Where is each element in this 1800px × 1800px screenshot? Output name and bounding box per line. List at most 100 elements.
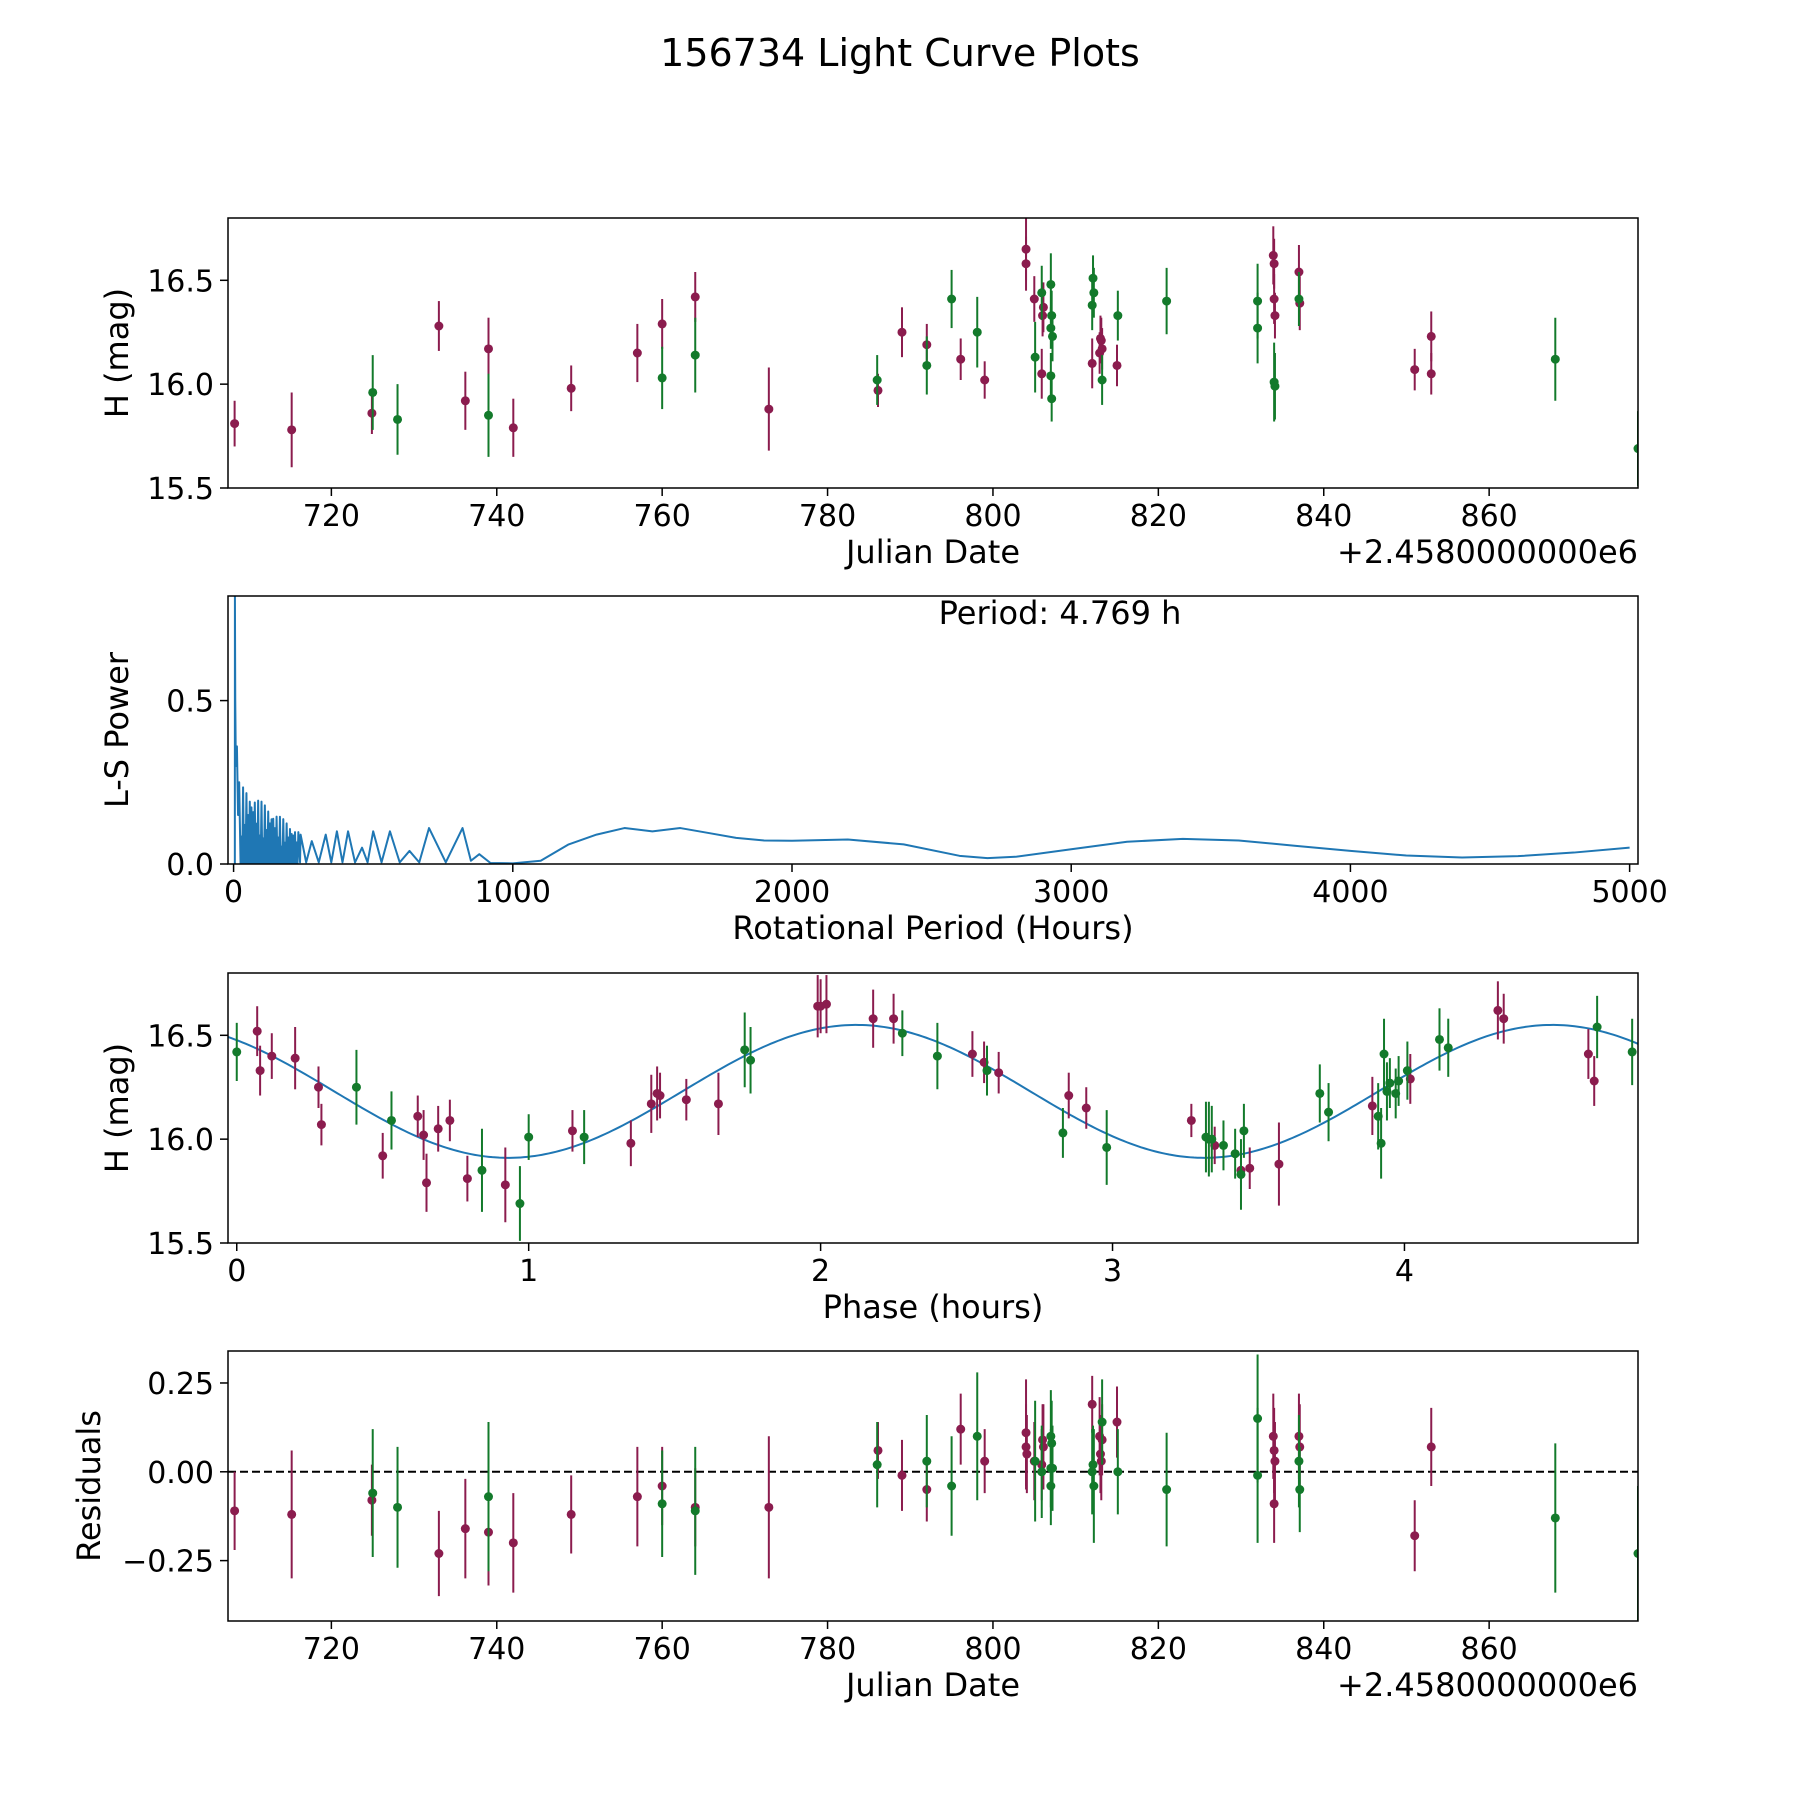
data-point [922, 360, 932, 370]
data-point [1038, 302, 1048, 312]
panel-4-plot-area [228, 1354, 1638, 1621]
data-point [1087, 1399, 1097, 1409]
data-point [1253, 1470, 1263, 1480]
data-point [1064, 1091, 1074, 1101]
x-tick-label: 780 [799, 499, 856, 534]
y-tick-label: 16.0 [147, 1123, 214, 1158]
data-point [1029, 294, 1039, 304]
data-point [967, 1049, 977, 1059]
data-point [1633, 444, 1638, 454]
data-point [230, 419, 240, 429]
y-tick-label: 16.5 [147, 264, 214, 299]
data-point [232, 1047, 242, 1057]
panel-3-plot-area [228, 975, 1638, 1241]
data-point [1030, 1456, 1040, 1466]
data-point [1081, 1103, 1091, 1113]
axes-frame [227, 1350, 1639, 1622]
data-point [1030, 352, 1040, 362]
data-point [316, 1120, 326, 1130]
data-point [1021, 259, 1031, 269]
data-point [746, 1055, 756, 1065]
data-point [972, 327, 982, 337]
data-point [980, 1456, 990, 1466]
data-point [1402, 1066, 1412, 1076]
data-point [681, 1095, 691, 1105]
data-point [515, 1199, 525, 1209]
data-point [1379, 1049, 1389, 1059]
data-point [1426, 369, 1436, 379]
data-point [1376, 1138, 1386, 1148]
data-point [1589, 1076, 1599, 1086]
figure-title: 156734 Light Curve Plots [660, 31, 1140, 75]
x-tick-label: 0 [224, 875, 243, 910]
data-point [1102, 1142, 1112, 1152]
data-point [872, 1460, 882, 1470]
data-point [655, 1091, 665, 1101]
data-point [982, 1066, 992, 1076]
data-point [1245, 1163, 1255, 1173]
x-tick-label: 780 [799, 1632, 856, 1667]
data-point [1295, 1485, 1305, 1495]
data-point [657, 319, 667, 329]
data-point [1046, 279, 1056, 289]
data-point [1270, 1456, 1280, 1466]
data-point [1097, 344, 1107, 354]
x-tick-label: 720 [303, 499, 360, 534]
data-point [287, 1509, 297, 1519]
data-point [713, 1099, 723, 1109]
panels-container: 720 740 760 780 800 820 840 860 15.5 16.0 16.5 Juli… [70, 217, 1668, 1704]
y-axis-label: L-S Power [98, 651, 136, 808]
data-point [1236, 1169, 1246, 1179]
axes-frame [227, 595, 1639, 865]
x-tick-label: 760 [634, 499, 691, 534]
data-point [1207, 1134, 1217, 1144]
data-point [956, 354, 966, 364]
x-tick-label: 840 [1295, 499, 1352, 534]
data-point [1037, 1467, 1047, 1477]
data-point [1087, 358, 1097, 368]
data-point [290, 1053, 300, 1063]
data-point [632, 1492, 642, 1502]
data-point [947, 294, 957, 304]
panel-1-plot-area [230, 218, 1638, 486]
data-point [889, 1014, 899, 1024]
data-point [433, 1124, 443, 1134]
x-tick-label: 820 [1130, 499, 1187, 534]
data-point [1022, 1449, 1032, 1459]
data-point [566, 1509, 576, 1519]
data-point [980, 375, 990, 385]
model-curve [228, 1023, 1638, 1159]
data-point [422, 1178, 432, 1188]
x-tick-label: 860 [1461, 1632, 1518, 1667]
y-axis-label: Residuals [70, 1410, 108, 1562]
x-tick-label: 1 [519, 1254, 538, 1289]
data-point [1046, 1481, 1056, 1491]
y-tick-label: 0.00 [147, 1456, 214, 1491]
data-point [483, 344, 493, 354]
data-point [1089, 288, 1099, 298]
x-axis-label: Julian Date [844, 1666, 1020, 1704]
data-point [821, 999, 831, 1009]
data-point [508, 1538, 518, 1548]
x-tick-label: 720 [303, 1632, 360, 1667]
data-point [1162, 296, 1172, 306]
series-a [252, 975, 1599, 1223]
data-point [1426, 1442, 1436, 1452]
data-point [1037, 288, 1047, 298]
data-point [1218, 1140, 1228, 1150]
data-point [445, 1115, 455, 1125]
data-point [1583, 1049, 1593, 1059]
data-point [897, 327, 907, 337]
data-point [646, 1099, 656, 1109]
x-tick-label: 4 [1395, 1254, 1414, 1289]
data-point [690, 1506, 700, 1516]
data-point [1097, 375, 1107, 385]
data-point [764, 1502, 774, 1512]
data-point [368, 1488, 378, 1498]
data-point [378, 1151, 388, 1161]
data-point [500, 1180, 510, 1190]
y-tick-label: 15.5 [147, 1227, 214, 1262]
y-axis-label: H (mag) [98, 288, 136, 418]
data-point [1550, 1513, 1560, 1523]
panel-4: 720 740 760 780 800 820 840 860 −0.25 0.00 0.25 Jul… [70, 1350, 1639, 1704]
